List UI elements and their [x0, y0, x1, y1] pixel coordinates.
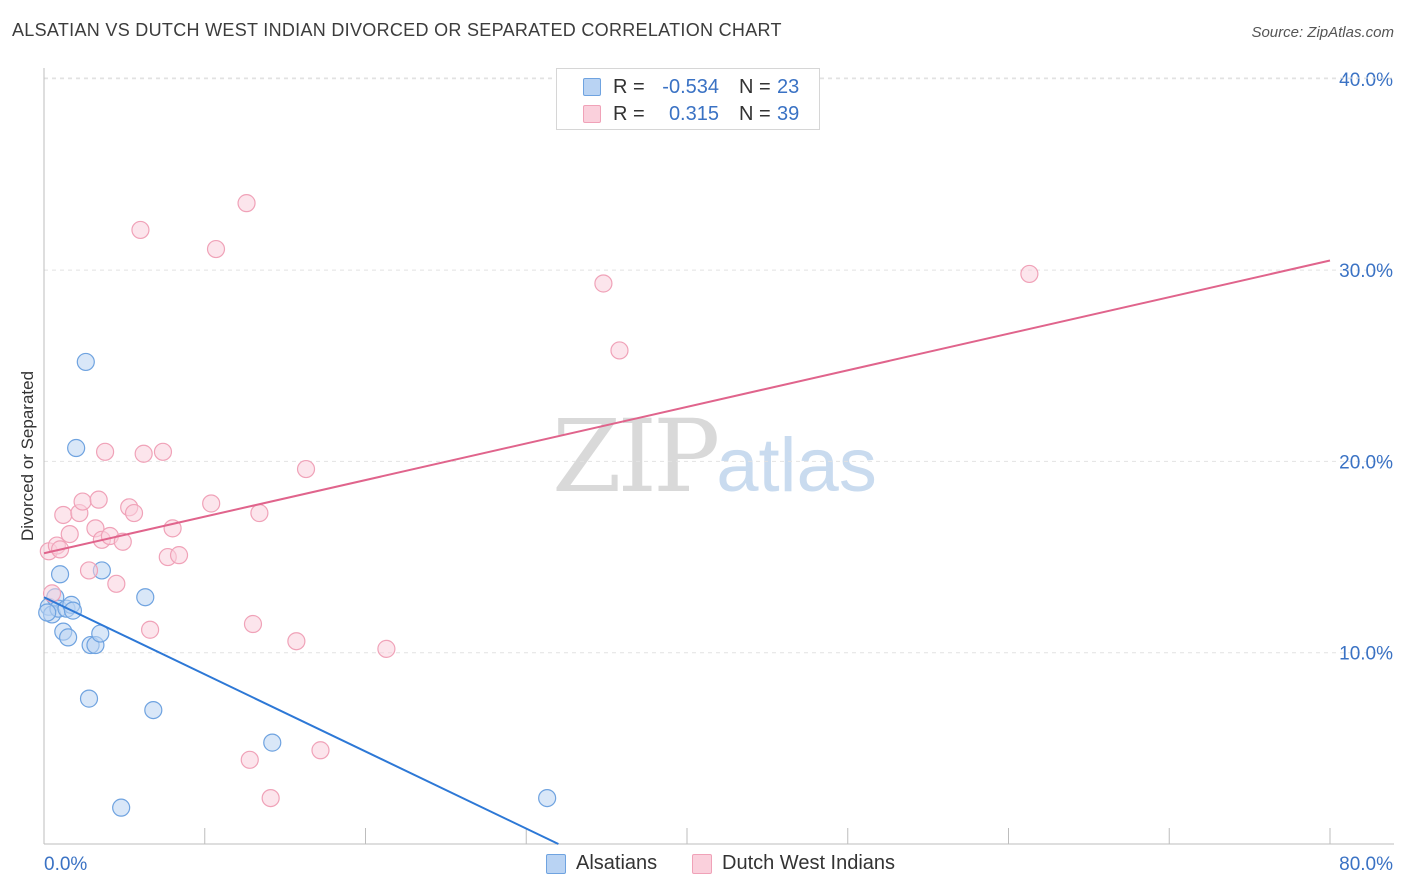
- dutch-west-indian-point: [42, 584, 62, 603]
- alsatian-point: [38, 603, 57, 622]
- dutch-west-indian-point: [140, 620, 160, 639]
- alsatian-point: [136, 588, 155, 607]
- dutch-west-indian-point: [89, 490, 108, 509]
- dutch-west-indian-point: [134, 444, 153, 463]
- x-tick-label-max: 80.0%: [1339, 854, 1393, 875]
- dutch-west-indian-point: [261, 788, 280, 808]
- alsatian-point: [263, 733, 282, 752]
- alsatian-point: [538, 788, 557, 808]
- dutch-west-indian-point: [95, 442, 115, 461]
- n-label: N =: [739, 102, 771, 125]
- dutch-west-indian-point: [54, 505, 73, 525]
- alsatian-point: [79, 689, 99, 708]
- r-label: R =: [613, 75, 645, 98]
- dutch-west-indian-point: [113, 532, 132, 551]
- alsatians-points: [38, 352, 557, 817]
- correlation-legend: R = -0.534 N = 23 R = 0.315 N = 39: [556, 68, 820, 130]
- r-value: 0.315: [668, 102, 719, 125]
- dutch-west-indians-legend-label: Dutch West Indians: [722, 852, 896, 874]
- alsatians-trend-line: [43, 596, 559, 845]
- n-value: 39: [777, 102, 800, 125]
- dutch-west-indian-point: [206, 239, 226, 259]
- dutch-west-indian-point: [1020, 264, 1039, 284]
- y-tick-label: 40.0%: [1339, 70, 1393, 91]
- watermark-atlas: atlas: [716, 423, 877, 508]
- dutch-west-indian-point: [124, 503, 144, 523]
- dutch-west-indians-trend-line: [43, 259, 1331, 555]
- dutch-west-indian-point: [73, 492, 92, 511]
- dutch-west-indians-legend-swatch: [692, 853, 712, 874]
- alsatians-legend-swatch: [546, 853, 566, 874]
- y-tick-label: 10.0%: [1339, 644, 1393, 665]
- dutch-west-indian-point: [131, 220, 150, 240]
- dutch-west-indians-points: [39, 194, 1039, 808]
- x-tick-label-min: 0.0%: [44, 854, 87, 875]
- alsatians-legend-label: Alsatians: [576, 852, 658, 874]
- dutch-west-indian-point: [610, 341, 629, 360]
- alsatian-point: [67, 438, 86, 458]
- dutch-west-indian-point: [287, 632, 306, 651]
- dutch-west-indian-point: [243, 614, 263, 634]
- dutch-west-indian-point: [250, 503, 269, 523]
- dutch-west-indian-point: [153, 442, 173, 461]
- source-label: Source: ZipAtlas.com: [1251, 24, 1394, 41]
- dutch-west-indian-point: [202, 494, 221, 513]
- dutch-west-indians-swatch: [583, 105, 601, 123]
- dutch-west-indian-point: [60, 524, 79, 544]
- chart-title: ALSATIAN VS DUTCH WEST INDIAN DIVORCED O…: [12, 20, 782, 40]
- alsatian-point: [144, 700, 163, 720]
- y-axis-label: Divorced or Separated: [18, 371, 37, 541]
- alsatian-point: [76, 352, 95, 372]
- alsatian-point: [112, 798, 131, 817]
- legend-row-dutch-west-indians: R = 0.315 N = 39: [583, 102, 799, 126]
- r-label: R =: [613, 102, 645, 125]
- r-value: -0.534: [662, 75, 719, 98]
- dutch-west-indian-point: [594, 274, 613, 293]
- dutch-west-indian-point: [377, 639, 396, 658]
- dutch-west-indian-point: [237, 194, 256, 213]
- dutch-west-indian-point: [240, 750, 259, 769]
- n-label: N =: [739, 75, 771, 98]
- alsatians-swatch: [583, 78, 601, 96]
- alsatian-point: [59, 628, 78, 647]
- bottom-legend-dutch-west-indians: Dutch West Indians: [692, 852, 895, 875]
- dutch-west-indian-point: [169, 546, 189, 565]
- alsatian-point: [50, 565, 70, 584]
- legend-row-alsatians: R = -0.534 N = 23: [583, 75, 799, 99]
- dutch-west-indian-point: [311, 741, 330, 760]
- n-value: 23: [777, 75, 800, 98]
- dutch-west-indian-point: [79, 561, 99, 580]
- dutch-west-indian-point: [296, 459, 316, 479]
- bottom-legend-alsatians: Alsatians: [546, 852, 657, 875]
- y-tick-label: 20.0%: [1339, 452, 1393, 473]
- y-tick-label: 30.0%: [1339, 261, 1393, 282]
- dutch-west-indian-point: [107, 574, 126, 593]
